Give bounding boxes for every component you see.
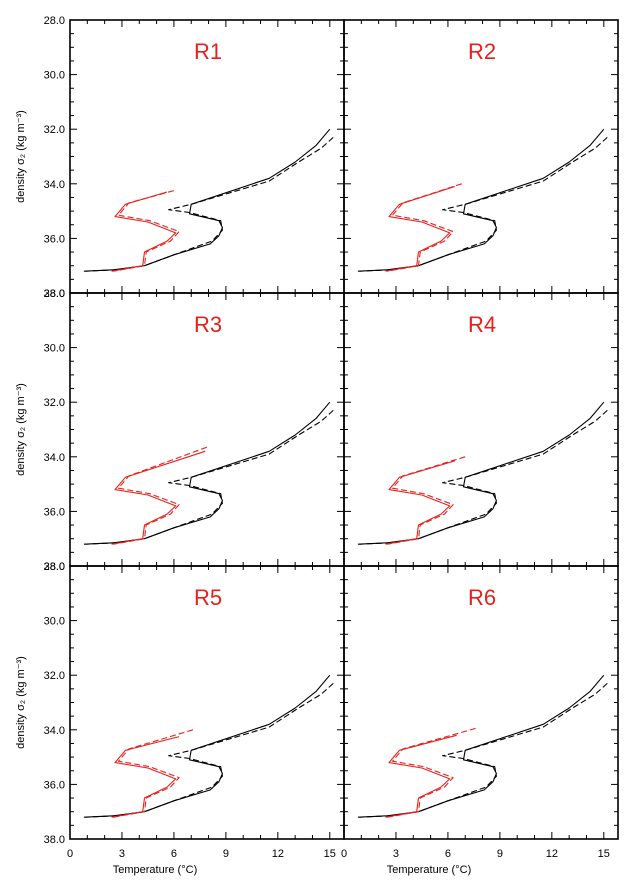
panel-title: R2 bbox=[468, 39, 496, 64]
panel-r1: 28.0 30.0 32.0 34.0 36.0 38.0 density σ₂ (kg m… bbox=[15, 15, 345, 300]
y-tick-label: 36.0 bbox=[44, 779, 65, 791]
panel-title: R1 bbox=[194, 39, 222, 64]
series-line-black-solid bbox=[83, 674, 331, 818]
panel-r4: R4 bbox=[343, 292, 619, 567]
series-line-red-dashed bbox=[387, 183, 462, 272]
series-line-black-dashed bbox=[359, 136, 608, 272]
y-tick-label: 38.0 bbox=[44, 834, 65, 846]
x-tick-label: 9 bbox=[223, 848, 229, 860]
y-tick-label: 30.0 bbox=[44, 70, 65, 82]
x-tick-label: 0 bbox=[341, 848, 347, 860]
x-tick-label: 6 bbox=[171, 848, 177, 860]
panel-r3: 28.0 30.0 32.0 34.0 36.0 38.0 density σ₂ (kg m… bbox=[15, 288, 345, 573]
series-line-red-dashed bbox=[387, 727, 476, 818]
series-line-black-dashed bbox=[85, 409, 334, 545]
y-tick-label: 38.0 bbox=[44, 561, 65, 573]
series-line-red-dashed bbox=[387, 456, 466, 545]
panel-r5: 28.0 30.0 32.0 34.0 36.0 38.0 density σ₂ (kg m… bbox=[15, 561, 345, 876]
series-line-red-solid bbox=[385, 734, 457, 818]
y-axis-title: density σ₂ (kg m⁻³) bbox=[15, 110, 27, 203]
x-axis-title: Temperature (°C) bbox=[113, 864, 197, 876]
panel-title: R5 bbox=[194, 585, 222, 610]
series-line-black-solid bbox=[357, 674, 605, 818]
series-line-black-solid bbox=[83, 401, 331, 545]
series-line-black-dashed bbox=[359, 682, 608, 818]
x-tick-label: 6 bbox=[445, 848, 451, 860]
panel-r2: R2 bbox=[343, 19, 619, 294]
y-tick-label: 36.0 bbox=[44, 233, 65, 245]
x-tick-label: 12 bbox=[546, 848, 558, 860]
series-line-red-dashed bbox=[113, 190, 180, 272]
x-tick-label: 15 bbox=[598, 848, 610, 860]
series-line-black-dashed bbox=[85, 136, 334, 272]
y-tick-label: 36.0 bbox=[44, 506, 65, 518]
series-line-red-solid bbox=[111, 736, 180, 818]
y-tick-label: 28.0 bbox=[44, 561, 65, 573]
y-tick-label: 30.0 bbox=[44, 343, 65, 355]
x-tick-label: 3 bbox=[393, 848, 399, 860]
x-axis-title: Temperature (°C) bbox=[387, 864, 471, 876]
series-line-black-solid bbox=[357, 401, 605, 545]
series-line-red-solid bbox=[111, 450, 206, 545]
series-line-black-dashed bbox=[85, 682, 334, 818]
panel-title: R6 bbox=[468, 585, 496, 610]
y-tick-label: 38.0 bbox=[44, 288, 65, 300]
panel-title: R3 bbox=[194, 312, 222, 337]
series-line-red-solid bbox=[385, 185, 455, 272]
y-axis-title: density σ₂ (kg m⁻³) bbox=[15, 383, 27, 476]
y-tick-label: 32.0 bbox=[44, 124, 65, 136]
y-tick-label: 28.0 bbox=[44, 15, 65, 27]
panel-r6: 0 3 6 9 12 15 Temperature (°C) R6 bbox=[341, 565, 619, 876]
series-line-red-solid bbox=[385, 460, 455, 545]
y-tick-label: 32.0 bbox=[44, 397, 65, 409]
series-line-red-dashed bbox=[113, 729, 194, 818]
y-tick-label: 34.0 bbox=[44, 179, 65, 191]
series-line-black-solid bbox=[357, 128, 605, 272]
panel-title: R4 bbox=[468, 312, 496, 337]
x-tick-label: 9 bbox=[497, 848, 503, 860]
y-tick-label: 30.0 bbox=[44, 616, 65, 628]
series-line-red-solid bbox=[111, 191, 177, 272]
y-tick-label: 32.0 bbox=[44, 670, 65, 682]
series-line-black-dashed bbox=[359, 409, 608, 545]
y-tick-label: 28.0 bbox=[44, 288, 65, 300]
y-tick-label: 34.0 bbox=[44, 725, 65, 737]
x-tick-label: 12 bbox=[272, 848, 284, 860]
series-line-black-solid bbox=[83, 128, 331, 272]
x-tick-label: 15 bbox=[324, 848, 336, 860]
y-tick-label: 34.0 bbox=[44, 452, 65, 464]
x-tick-label: 0 bbox=[67, 848, 73, 860]
series-line-red-dashed bbox=[113, 446, 207, 545]
y-axis-title: density σ₂ (kg m⁻³) bbox=[15, 656, 27, 749]
x-tick-label: 3 bbox=[119, 848, 125, 860]
